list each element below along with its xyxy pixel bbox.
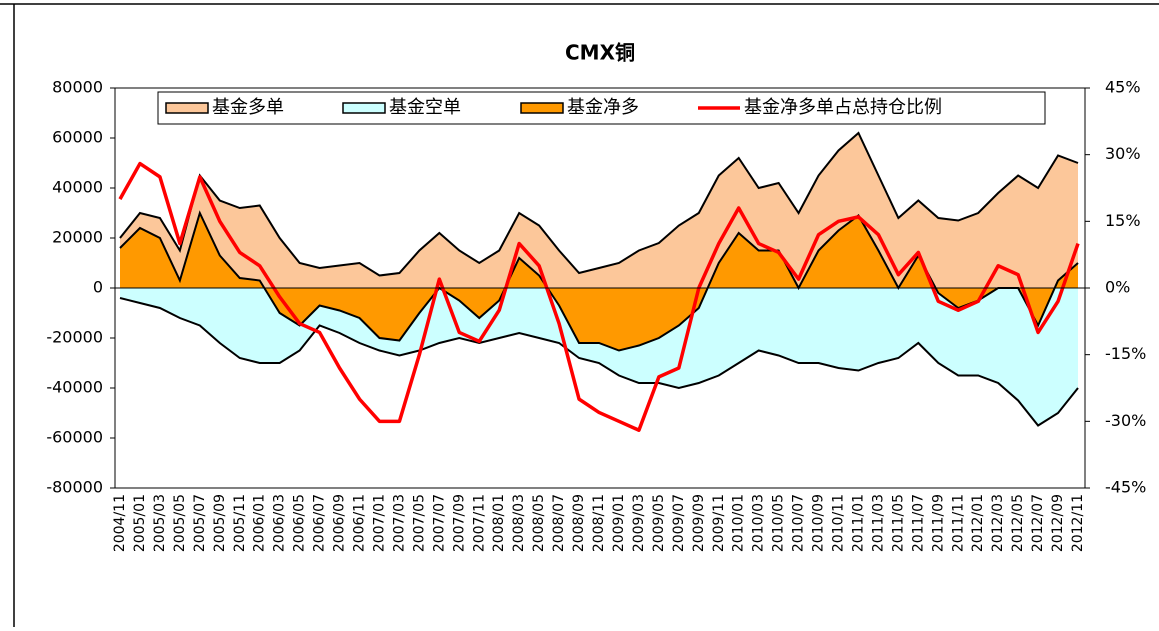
x-tick-label: 2011/05 — [890, 494, 906, 552]
x-tick-label: 2008/11 — [591, 494, 607, 552]
y-tick-label: 80000 — [52, 78, 103, 97]
y2-tick-label: 15% — [1105, 211, 1141, 230]
y-tick-label: -20000 — [46, 328, 103, 347]
y-tick-label: 60000 — [52, 128, 103, 147]
y-tick-label: 40000 — [52, 178, 103, 197]
x-tick-label: 2011/11 — [950, 494, 966, 552]
ratio-line — [118, 161, 1080, 432]
y-tick-label: -80000 — [46, 478, 103, 497]
x-tick-label: 2010/05 — [771, 494, 787, 552]
x-tick-label: 2008/01 — [491, 494, 507, 552]
x-tick-label: 2005/09 — [212, 494, 228, 552]
y-tick-label: -60000 — [46, 428, 103, 447]
legend-label: 基金多单 — [212, 97, 284, 118]
x-tick-label: 2010/01 — [731, 494, 747, 552]
legend-box — [157, 91, 1046, 125]
x-tick-label: 2005/05 — [172, 494, 188, 552]
legend-label: 基金空单 — [389, 97, 461, 118]
legend-swatch — [165, 102, 209, 114]
x-tick-label: 2007/07 — [431, 494, 447, 552]
x-tick-label: 2005/07 — [192, 494, 208, 552]
area — [120, 288, 1078, 426]
x-tick-label: 2006/11 — [352, 494, 368, 552]
x-tick-label: 2012/07 — [1030, 494, 1046, 552]
x-tick-label: 2009/03 — [631, 494, 647, 552]
x-tick-label: 2006/09 — [332, 494, 348, 552]
x-tick-label: 2012/03 — [990, 494, 1006, 552]
x-tick-label: 2006/07 — [312, 494, 328, 552]
x-tick-label: 2009/05 — [651, 494, 667, 552]
x-tick-label: 2006/05 — [292, 494, 308, 552]
legend-label: 基金净多 — [567, 97, 639, 118]
x-tick-label: 2011/03 — [870, 494, 886, 552]
y2-tick-label: -15% — [1105, 344, 1146, 363]
x-tick-label: 2009/07 — [671, 494, 687, 552]
y2-tick-label: 0% — [1105, 278, 1130, 297]
y2-tick-label: -30% — [1105, 411, 1146, 430]
x-tick-label: 2008/05 — [531, 494, 547, 552]
x-tick-label: 2011/01 — [850, 494, 866, 552]
x-tick-label: 2008/09 — [571, 494, 587, 552]
x-tick-label: 2009/09 — [691, 494, 707, 552]
x-tick-label: 2006/01 — [252, 494, 268, 552]
chart-title: CMX铜 — [565, 41, 635, 65]
x-tick-label: 2010/03 — [751, 494, 767, 552]
x-tick-label: 2007/01 — [371, 494, 387, 552]
x-tick-label: 2010/11 — [831, 494, 847, 552]
x-tick-label: 2012/11 — [1070, 494, 1086, 552]
x-tick-label: 2011/09 — [930, 494, 946, 552]
x-tick-label: 2007/03 — [391, 494, 407, 552]
legend-label: 基金净多单占总持仓比例 — [744, 97, 942, 118]
y2-tick-label: -45% — [1105, 478, 1146, 497]
x-tick-label: 2009/01 — [611, 494, 627, 552]
x-tick-label: 2008/03 — [511, 494, 527, 552]
x-tick-label: 2012/05 — [1010, 494, 1026, 552]
y-tick-label: 20000 — [52, 228, 103, 247]
x-tick-label: 2005/11 — [232, 494, 248, 552]
y-tick-label: -40000 — [46, 378, 103, 397]
x-tick-label: 2010/07 — [791, 494, 807, 552]
x-tick-label: 2011/07 — [910, 494, 926, 552]
area-outline — [119, 131, 1079, 277]
x-tick-label: 2004/11 — [112, 494, 128, 552]
x-tick-label: 2012/09 — [1050, 494, 1066, 552]
x-tick-label: 2007/09 — [451, 494, 467, 552]
x-tick-label: 2007/05 — [411, 494, 427, 552]
legend-swatch — [342, 102, 386, 114]
y-tick-label: 0 — [93, 278, 103, 297]
x-tick-label: 2009/11 — [711, 494, 727, 552]
x-tick-label: 2005/03 — [152, 494, 168, 552]
legend-swatch — [520, 102, 564, 114]
area — [120, 213, 1078, 351]
x-tick-label: 2007/11 — [471, 494, 487, 552]
y2-tick-label: 30% — [1105, 144, 1141, 163]
x-tick-label: 2006/03 — [272, 494, 288, 552]
x-tick-label: 2012/01 — [970, 494, 986, 552]
area-outline — [119, 297, 1079, 427]
x-tick-label: 2010/09 — [811, 494, 827, 552]
x-tick-label: 2008/07 — [551, 494, 567, 552]
x-tick-label: 2005/01 — [132, 494, 148, 552]
y2-tick-label: 45% — [1105, 78, 1141, 97]
